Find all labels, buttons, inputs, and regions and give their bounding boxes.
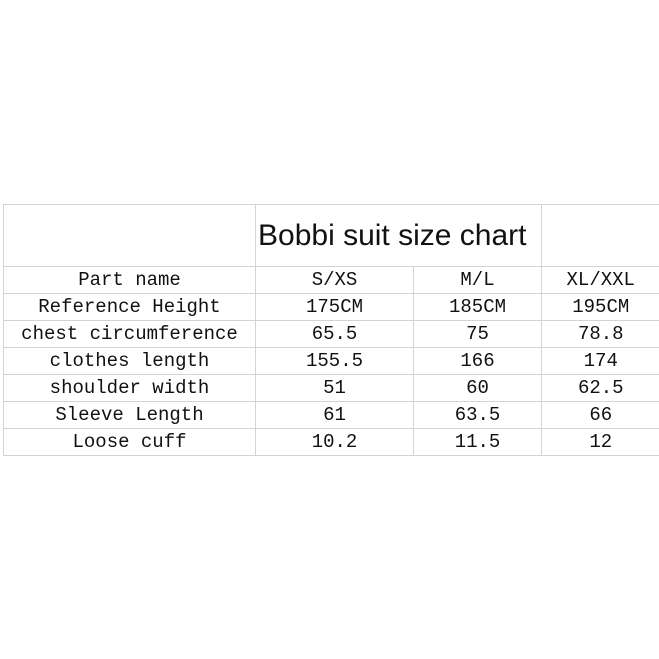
row-label: clothes length xyxy=(3,347,256,375)
table-cell: 11.5 xyxy=(413,428,542,456)
title-row: Bobbi suit size chart xyxy=(3,204,659,267)
table-row: Sleeve Length 61 63.5 66 xyxy=(3,401,659,429)
row-label: Reference Height xyxy=(3,293,256,321)
table-cell: 10.2 xyxy=(255,428,414,456)
table-cell: 60 xyxy=(413,374,542,402)
table-row: Reference Height 175CM 185CM 195CM xyxy=(3,293,659,321)
header-cell: M/L xyxy=(413,266,542,294)
size-chart: Bobbi suit size chart Part name S/XS M/L… xyxy=(3,204,659,456)
table-row: clothes length 155.5 166 174 xyxy=(3,347,659,375)
header-cell: Part name xyxy=(3,266,256,294)
table-cell: 78.8 xyxy=(541,320,659,348)
empty-cell xyxy=(3,204,256,267)
table-row: Loose cuff 10.2 11.5 12 xyxy=(3,428,659,456)
table-cell: 12 xyxy=(541,428,659,456)
table-cell: 175CM xyxy=(255,293,414,321)
empty-cell xyxy=(541,204,659,267)
table-cell: 166 xyxy=(413,347,542,375)
chart-title: Bobbi suit size chart xyxy=(255,204,542,267)
table-cell: 65.5 xyxy=(255,320,414,348)
table-cell: 174 xyxy=(541,347,659,375)
table-cell: 62.5 xyxy=(541,374,659,402)
table-cell: 63.5 xyxy=(413,401,542,429)
header-row: Part name S/XS M/L XL/XXL xyxy=(3,266,659,294)
row-label: Sleeve Length xyxy=(3,401,256,429)
row-label: Loose cuff xyxy=(3,428,256,456)
table-cell: 75 xyxy=(413,320,542,348)
table-row: chest circumference 65.5 75 78.8 xyxy=(3,320,659,348)
header-cell: XL/XXL xyxy=(541,266,659,294)
table-cell: 51 xyxy=(255,374,414,402)
table-row: shoulder width 51 60 62.5 xyxy=(3,374,659,402)
table-cell: 185CM xyxy=(413,293,542,321)
table-cell: 155.5 xyxy=(255,347,414,375)
row-label: chest circumference xyxy=(3,320,256,348)
size-table: Bobbi suit size chart Part name S/XS M/L… xyxy=(3,204,659,456)
header-cell: S/XS xyxy=(255,266,414,294)
table-cell: 195CM xyxy=(541,293,659,321)
table-cell: 61 xyxy=(255,401,414,429)
row-label: shoulder width xyxy=(3,374,256,402)
table-cell: 66 xyxy=(541,401,659,429)
